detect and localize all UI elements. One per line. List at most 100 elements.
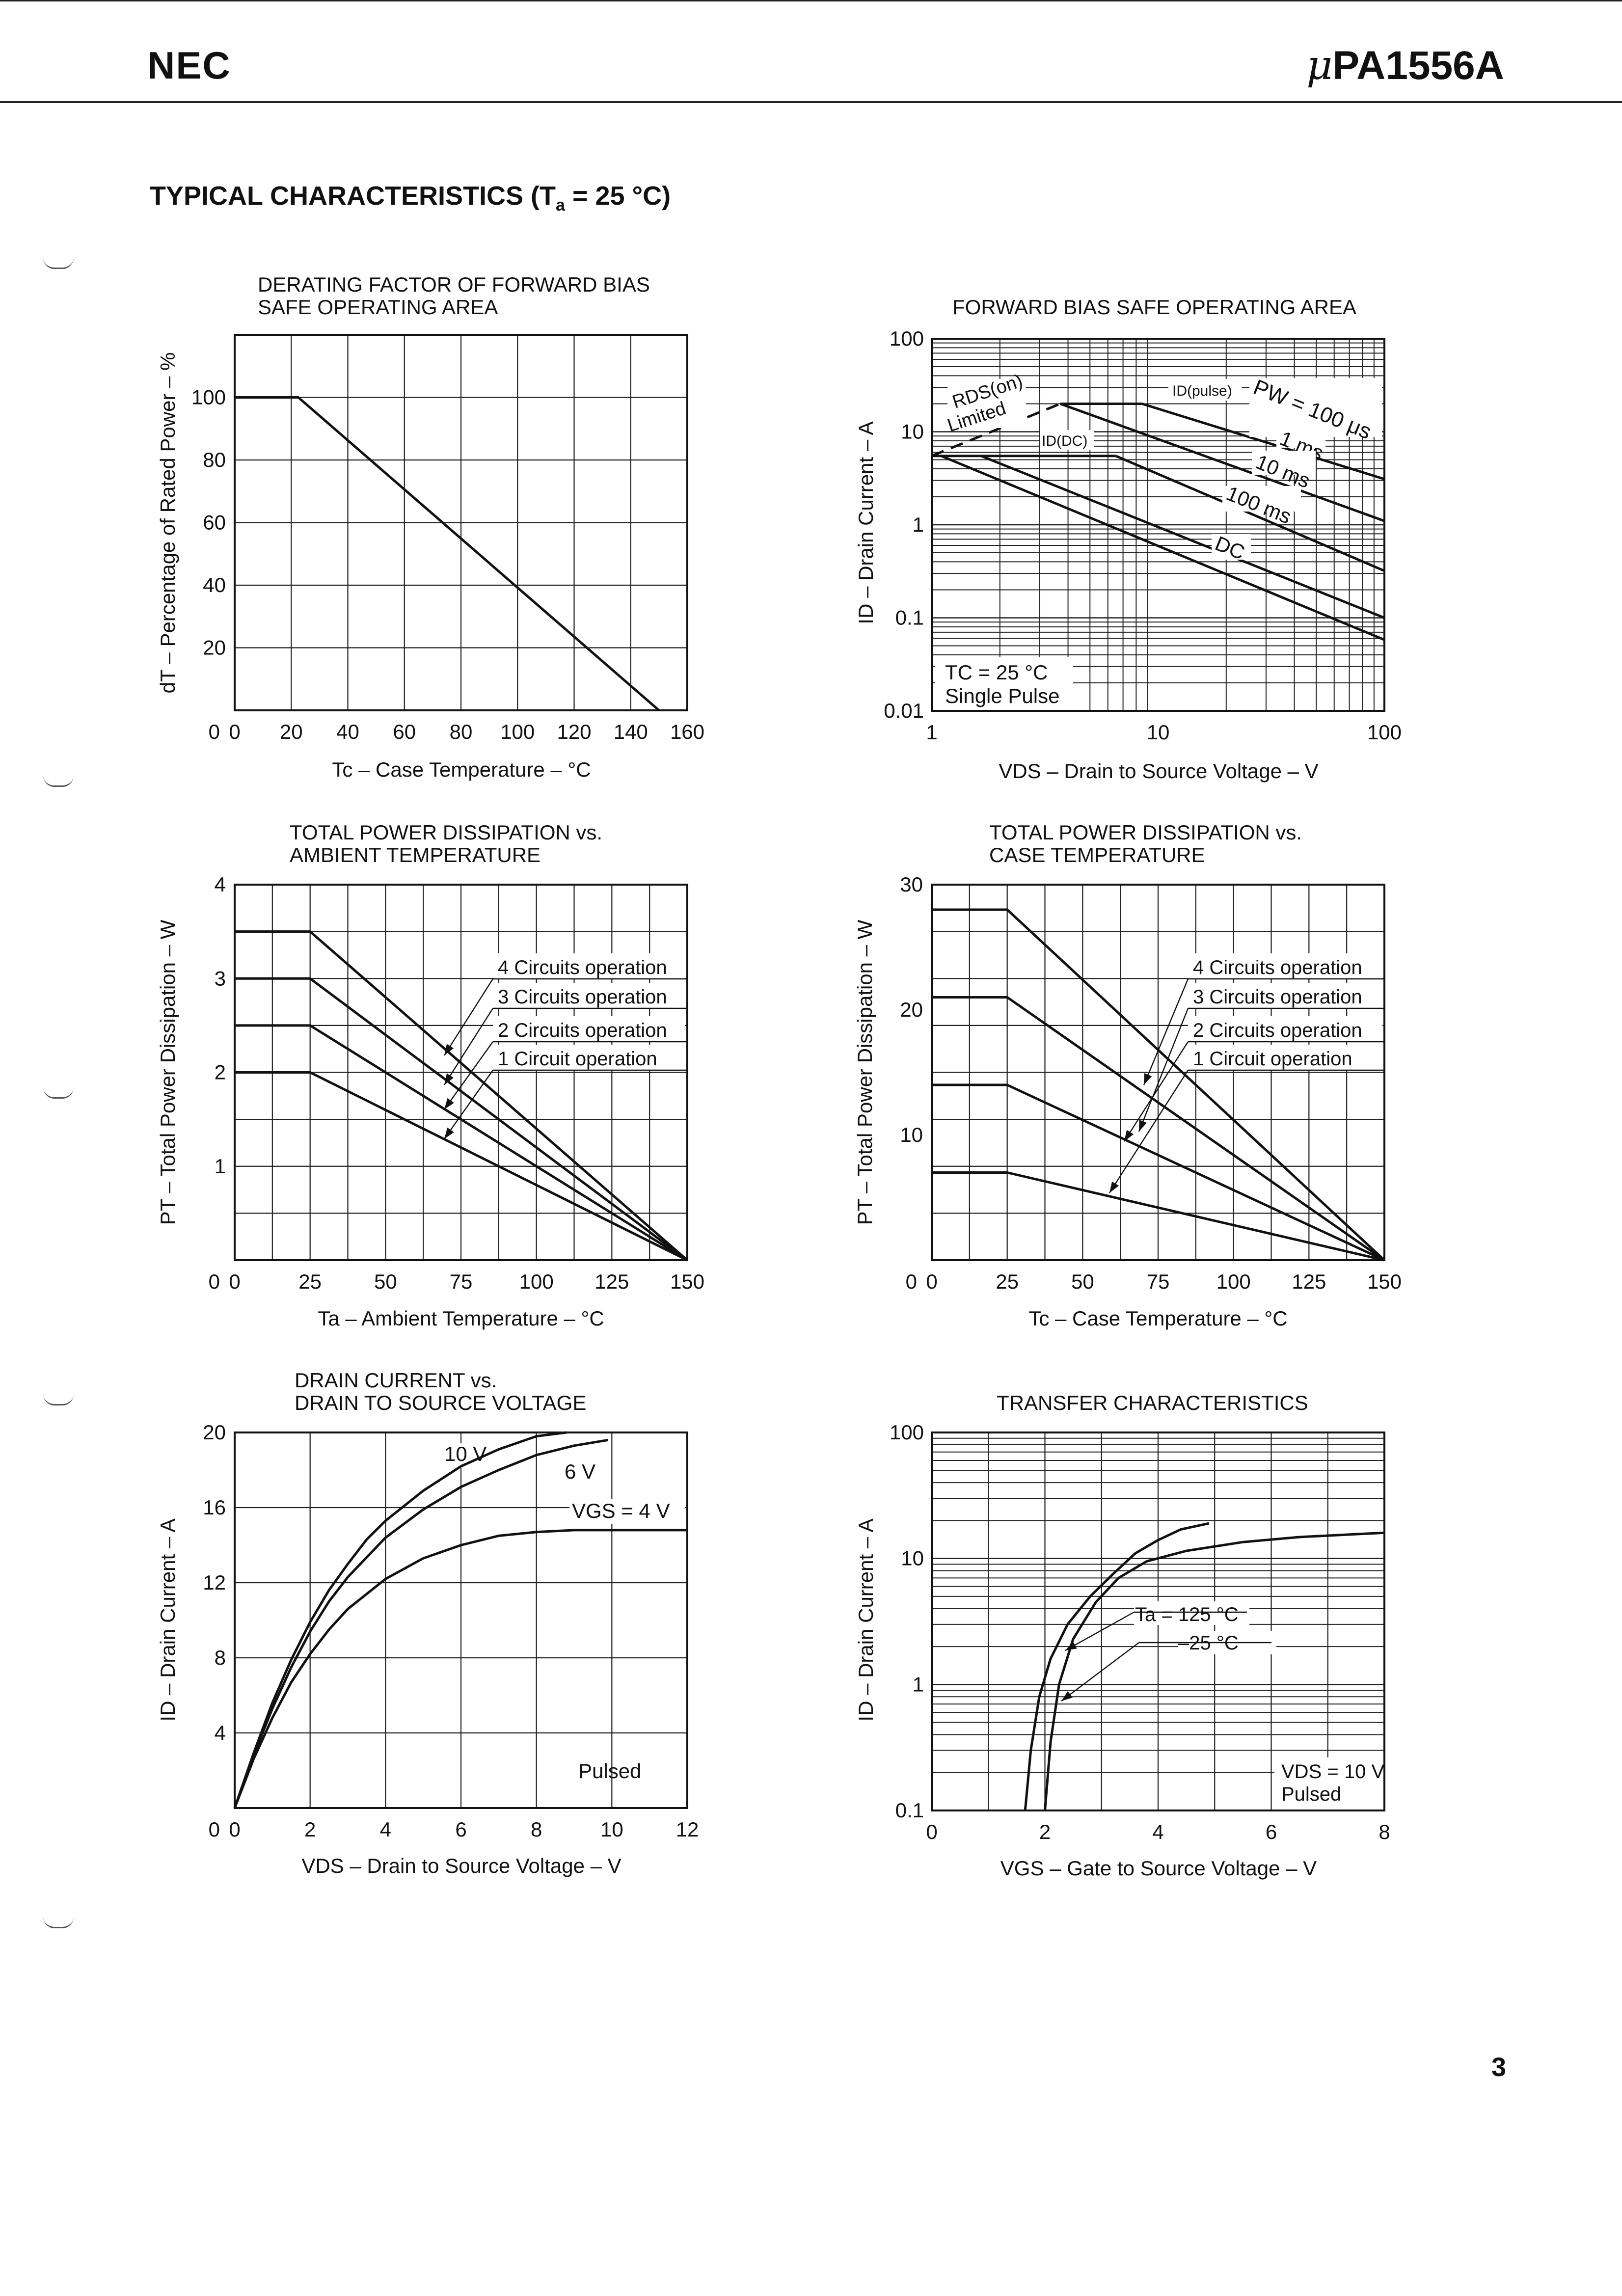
x-tick-label: 0 <box>229 1270 240 1293</box>
x-tick-label: 6 <box>455 1818 466 1841</box>
legend-label-1: 4 Circuits operation <box>498 957 667 978</box>
x-tick-label: 40 <box>336 720 359 743</box>
binder-mark <box>43 1394 74 1405</box>
leader-line <box>1061 1642 1139 1702</box>
legend-label-3: 2 Circuits operation <box>1193 1020 1362 1041</box>
section-title-main: TYPICAL CHARACTERISTICS (T <box>150 181 556 211</box>
origin-label: 0 <box>209 720 220 743</box>
x-tick-label: 50 <box>1071 1270 1094 1293</box>
part-number: μPA1556A <box>1306 42 1504 89</box>
y-axis-label: PT – Total Power Dissipation – W <box>853 919 876 1225</box>
x-tick-label: 100 <box>1367 721 1402 744</box>
brand-logo: NEC <box>147 44 231 87</box>
section-title-end: = 25 °C) <box>565 181 671 211</box>
chart-title-line-1: TOTAL POWER DISSIPATION vs. <box>290 821 602 844</box>
leader-arrow <box>1065 1641 1077 1650</box>
power-line-1 <box>235 930 688 1261</box>
x-axis-label: Tc – Case Temperature – °C <box>1028 1307 1287 1330</box>
y-tick-label: 80 <box>203 448 226 471</box>
y-tick-label: 100 <box>890 1421 924 1444</box>
condition-vds: VDS = 10 V <box>1281 1761 1384 1783</box>
power-line-4 <box>932 1171 1385 1262</box>
origin-label: 0 <box>209 1818 220 1841</box>
x-tick-label: 0 <box>926 1820 937 1843</box>
condition-pulsed: Pulsed <box>1281 1783 1341 1805</box>
y-tick-label: 20 <box>900 998 923 1021</box>
legend-label-4: 1 Circuit operation <box>1193 1048 1352 1070</box>
soa-line-6 <box>941 455 1385 641</box>
x-tick-label: 50 <box>374 1270 397 1293</box>
label-bg <box>1188 953 1382 979</box>
y-tick-label: 4 <box>215 1721 226 1744</box>
x-tick-label: 2 <box>1039 1820 1051 1843</box>
label-bg <box>1276 423 1325 448</box>
label-bg <box>1222 486 1301 512</box>
y-tick-label: 100 <box>890 327 924 350</box>
y-tick-label: 1 <box>215 1155 226 1178</box>
leader-arrow <box>1061 1691 1073 1701</box>
legend-label-2: 3 Circuits operation <box>1193 986 1362 1008</box>
id-pulse-label: ID(pulse) <box>1172 383 1232 399</box>
y-tick-label: 8 <box>215 1646 226 1669</box>
curve-label-10v: 10 V <box>444 1442 487 1465</box>
power-line-2 <box>235 977 688 1262</box>
header-rule <box>0 101 1622 103</box>
plot-frame <box>931 338 1385 712</box>
transfer-curve-1 <box>1024 1522 1210 1811</box>
soa-line-5 <box>980 455 1385 619</box>
leader-line <box>443 1008 494 1085</box>
power-line-3 <box>235 1024 688 1262</box>
label-bg <box>1188 1016 1382 1042</box>
x-axis-label: VDS – Drain to Source Voltage – V <box>301 1854 621 1877</box>
condition-tc: TC = 25 °C <box>945 661 1048 684</box>
leader-line <box>1138 1008 1189 1132</box>
y-tick-label: 40 <box>203 573 226 596</box>
x-tick-label: 150 <box>1367 1270 1402 1293</box>
origin-label: 0 <box>906 1270 917 1293</box>
binder-mark <box>43 1087 74 1099</box>
chart-title-line-1: FORWARD BIAS SAFE OPERATING AREA <box>952 296 1356 319</box>
chart-title-line-2: SAFE OPERATING AREA <box>258 296 498 319</box>
y-tick-label: 2 <box>215 1061 226 1084</box>
condition-box <box>935 657 1073 710</box>
part-number-text: PA1556A <box>1332 43 1504 88</box>
page-number: 3 <box>1491 2053 1506 2082</box>
x-tick-label: 25 <box>996 1270 1019 1293</box>
x-tick-label: 80 <box>450 720 473 743</box>
leader-arrow <box>1124 1130 1134 1141</box>
plot-frame <box>931 884 1385 1261</box>
y-tick-label: 20 <box>203 636 226 659</box>
label-bg <box>1040 430 1094 450</box>
chart-title-line-2: DRAIN TO SOURCE VOLTAGE <box>295 1391 586 1414</box>
y-tick-label: 1 <box>913 1673 924 1696</box>
y-tick-label: 30 <box>900 873 923 896</box>
legend-label-3: 2 Circuits operation <box>498 1020 667 1041</box>
y-tick-label: 10 <box>901 1547 924 1570</box>
drain-curve-1 <box>233 1431 567 1809</box>
x-tick-label: 12 <box>676 1818 699 1841</box>
y-axis-label: PT – Total Power Dissipation – W <box>156 919 179 1225</box>
transfer-curve-2 <box>1044 1531 1385 1811</box>
x-tick-label: 75 <box>1147 1270 1170 1293</box>
pulsed-note: Pulsed <box>578 1759 641 1783</box>
leader-arrow <box>444 1098 454 1109</box>
binder-mark <box>43 258 74 269</box>
soa-line-8 <box>931 403 1061 458</box>
y-tick-label: 1 <box>913 513 924 536</box>
y-tick-label: 0.1 <box>895 1799 924 1822</box>
leader-line <box>443 978 494 1056</box>
chart-title-line-2: AMBIENT TEMPERATURE <box>290 843 541 866</box>
y-tick-label: 0.01 <box>884 699 924 722</box>
x-tick-label: 6 <box>1266 1820 1277 1843</box>
x-tick-label: 2 <box>304 1818 316 1841</box>
curve-label-4v: VGS = 4 V <box>572 1499 670 1522</box>
origin-label: 0 <box>209 1270 220 1293</box>
y-tick-label: 10 <box>901 420 924 443</box>
y-axis-label: ID – Drain Current – A <box>854 1518 877 1721</box>
label-bg <box>1134 1601 1249 1625</box>
label-bg <box>1212 534 1251 560</box>
chart-title-line-2: CASE TEMPERATURE <box>989 843 1205 866</box>
